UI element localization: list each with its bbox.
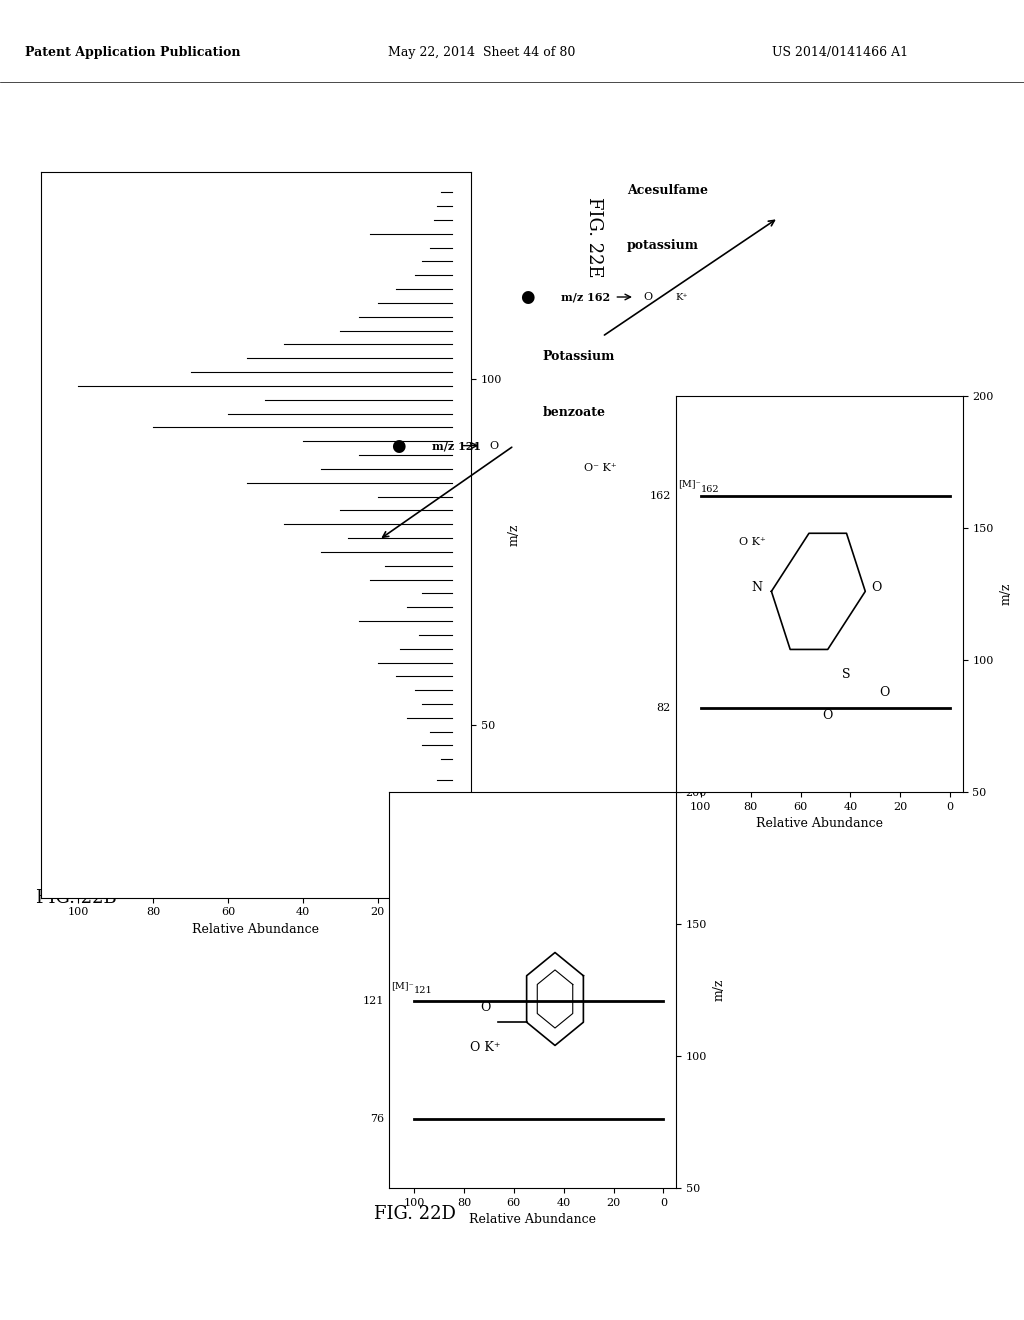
Text: O: O xyxy=(643,292,652,302)
X-axis label: Relative Abundance: Relative Abundance xyxy=(756,817,883,830)
Text: Acesulfame: Acesulfame xyxy=(627,183,708,197)
Text: O: O xyxy=(822,709,833,722)
Y-axis label: m/z: m/z xyxy=(508,523,520,546)
Text: Patent Application Publication: Patent Application Publication xyxy=(26,46,241,59)
Text: O: O xyxy=(871,581,882,594)
Text: 121: 121 xyxy=(414,986,433,995)
Text: O: O xyxy=(879,686,889,698)
X-axis label: Relative Abundance: Relative Abundance xyxy=(469,1213,596,1226)
Text: FIG. 22E: FIG. 22E xyxy=(585,197,603,279)
Text: O: O xyxy=(480,1001,490,1014)
Text: US 2014/0141466 A1: US 2014/0141466 A1 xyxy=(772,46,907,59)
Text: O⁻ K⁺: O⁻ K⁺ xyxy=(584,463,616,473)
X-axis label: Relative Abundance: Relative Abundance xyxy=(193,923,319,936)
Text: FIG. 22B: FIG. 22B xyxy=(36,888,117,907)
Text: m/z 162: m/z 162 xyxy=(561,292,610,302)
Text: O K⁺: O K⁺ xyxy=(739,537,766,546)
Text: benzoate: benzoate xyxy=(543,405,606,418)
Text: [M]⁻: [M]⁻ xyxy=(678,479,700,488)
Text: potassium: potassium xyxy=(627,239,698,252)
Text: 82: 82 xyxy=(656,702,671,713)
Text: O K⁺: O K⁺ xyxy=(470,1041,501,1055)
Text: Potassium: Potassium xyxy=(543,350,615,363)
Text: K⁺: K⁺ xyxy=(676,293,688,301)
Text: May 22, 2014  Sheet 44 of 80: May 22, 2014 Sheet 44 of 80 xyxy=(388,46,574,59)
Text: [M]⁻: [M]⁻ xyxy=(391,981,414,990)
Text: N: N xyxy=(751,581,762,594)
Text: ●: ● xyxy=(391,437,406,454)
Text: m/z 121: m/z 121 xyxy=(432,440,481,451)
Text: 76: 76 xyxy=(370,1114,384,1125)
Y-axis label: m/z: m/z xyxy=(713,978,725,1002)
Text: S: S xyxy=(843,668,851,681)
Text: 162: 162 xyxy=(700,484,720,494)
Text: O: O xyxy=(489,441,499,450)
Text: 162: 162 xyxy=(649,491,671,502)
Text: FIG. 22D: FIG. 22D xyxy=(374,1205,456,1224)
Text: 121: 121 xyxy=(362,995,384,1006)
Y-axis label: m/z: m/z xyxy=(999,582,1012,606)
Text: ●: ● xyxy=(520,288,535,306)
